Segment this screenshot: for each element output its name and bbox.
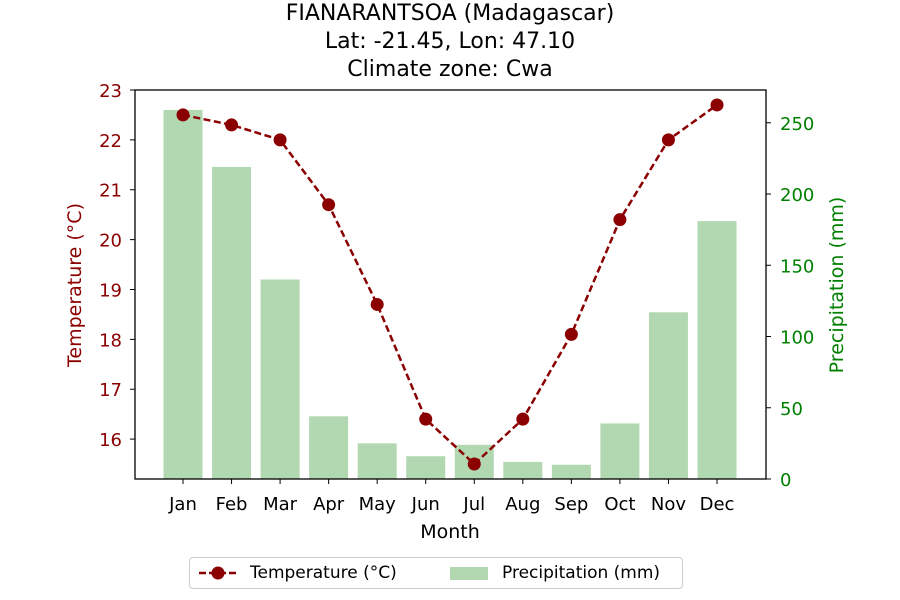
temperature-point-jun [419, 412, 433, 426]
legend-precipitation-label: Precipitation (mm) [502, 563, 661, 583]
temperature-point-feb [225, 118, 239, 132]
plot-frame [134, 89, 767, 480]
precipitation-bar-aug [503, 461, 543, 479]
x-tick-label: May [359, 494, 397, 515]
precipitation-tick-label: 200 [780, 185, 814, 206]
precipitation-bar-feb [212, 166, 252, 479]
legend-temperature-label: Temperature (°C) [250, 563, 397, 583]
precipitation-tick-label: 50 [780, 399, 803, 420]
x-tick-label: Nov [651, 494, 686, 515]
legend-precipitation-swatch [450, 567, 488, 580]
temperature-tick-label: 18 [99, 330, 122, 351]
temperature-tick-label: 19 [99, 280, 122, 301]
chart-legend: Temperature (°C) Precipitation (mm) [189, 557, 683, 589]
x-tick-label: Aug [505, 494, 540, 515]
temperature-axis-label: Temperature (°C) [64, 203, 86, 368]
temperature-tick-label: 21 [99, 181, 122, 202]
precipitation-tick-label: 100 [780, 328, 814, 349]
x-tick-label: Apr [313, 494, 345, 515]
precipitation-tick-label: 150 [780, 256, 814, 277]
temperature-tick-label: 23 [99, 81, 122, 102]
x-tick-label: Sep [554, 494, 588, 515]
chart-title-coordinates: Lat: -21.45, Lon: 47.10 [324, 29, 576, 54]
precipitation-bar-dec [697, 221, 737, 480]
chart-title-climate-zone: Climate zone: Cwa [347, 57, 553, 82]
temperature-point-jul [467, 457, 481, 471]
temperature-tick-label: 16 [99, 430, 122, 451]
precipitation-tick-label: 250 [780, 114, 814, 135]
temperature-tick-label: 20 [99, 231, 122, 252]
temperature-axis: 16 17 18 19 20 21 22 23 [99, 81, 135, 451]
x-tick-label: Jan [168, 494, 197, 515]
x-tick-label: Mar [263, 494, 298, 515]
x-tick-label: Jul [462, 494, 485, 515]
legend-temperature-marker-swatch [211, 566, 225, 580]
precipitation-bar-oct [600, 423, 640, 479]
temperature-point-aug [516, 412, 530, 426]
precipitation-bar-jan [163, 109, 203, 479]
precipitation-axis-label: Precipitation (mm) [826, 197, 848, 374]
x-tick-label: Oct [604, 494, 635, 515]
temperature-line-group [176, 98, 724, 471]
precipitation-bar-nov [648, 312, 688, 479]
precipitation-bars [163, 109, 737, 480]
temperature-point-mar [273, 133, 287, 147]
x-axis-label: Month [420, 521, 480, 543]
temperature-point-may [370, 297, 384, 311]
precipitation-bar-apr [309, 416, 349, 479]
temperature-point-nov [661, 133, 675, 147]
temperature-point-dec [710, 98, 724, 112]
x-axis: Jan Feb Mar Apr May Jun Jul Aug Sep Oct Nov Dec [168, 479, 734, 515]
precipitation-bar-mar [260, 279, 300, 479]
temperature-tick-label: 17 [99, 380, 122, 401]
precipitation-bar-jun [406, 456, 446, 479]
legend-swatches [199, 566, 488, 580]
x-tick-label: Dec [700, 494, 735, 515]
temperature-point-oct [613, 213, 627, 227]
temperature-point-jan [176, 108, 190, 122]
precipitation-axis: 0 50 100 150 200 250 [766, 114, 814, 491]
precipitation-tick-label: 0 [780, 470, 791, 491]
x-tick-label: Jun [411, 494, 440, 515]
temperature-point-apr [322, 198, 336, 212]
chart-title-station: FIANARANTSOA (Madagascar) [285, 1, 615, 26]
precipitation-bar-may [357, 443, 397, 479]
precipitation-bar-sep [551, 464, 591, 479]
temperature-tick-label: 22 [99, 131, 122, 152]
x-tick-label: Feb [216, 494, 248, 515]
temperature-point-sep [564, 327, 578, 341]
